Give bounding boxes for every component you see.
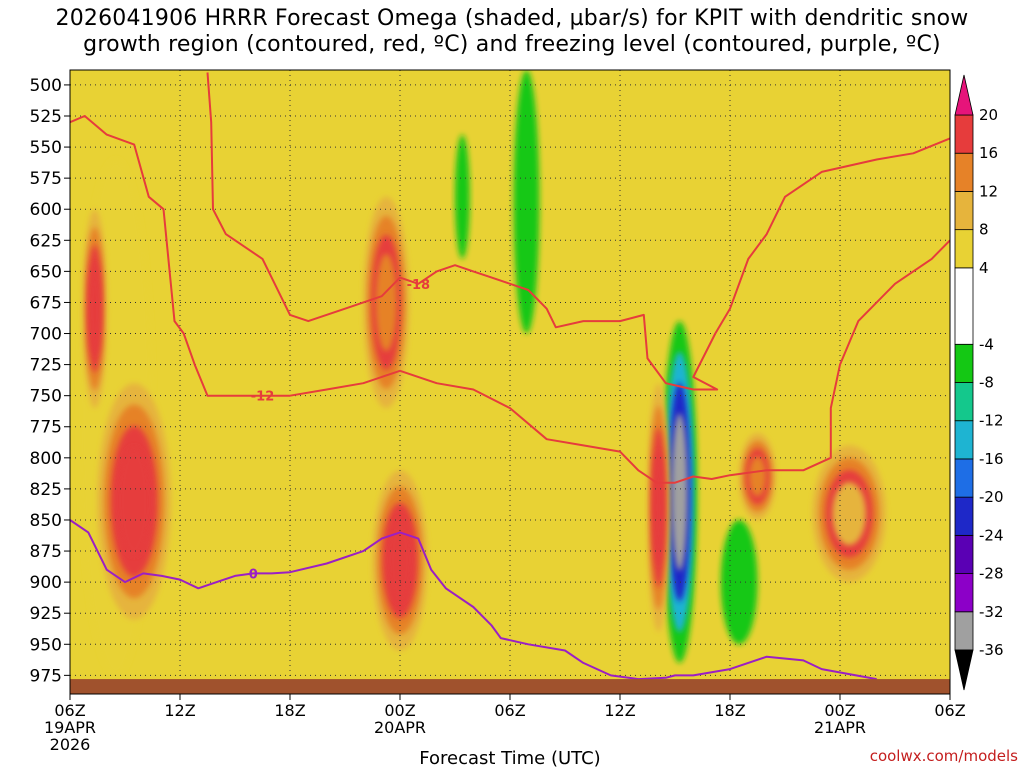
x-tick-label-5-0: 12Z <box>604 701 635 720</box>
colorbar-bin-9 <box>954 229 974 269</box>
contour--18 <box>206 72 950 391</box>
y-tick-label-950: 950 <box>30 635 62 655</box>
colorbar-bin-3 <box>954 496 974 536</box>
colorbar-bin-2 <box>954 534 974 574</box>
colorbar-label--12: -12 <box>979 412 1004 430</box>
y-tick-label-675: 675 <box>30 293 62 313</box>
y-tick-label-600: 600 <box>30 200 62 220</box>
y-tick-label-550: 550 <box>30 138 62 158</box>
x-tick-label-0-0: 06Z <box>54 701 85 720</box>
x-axis-label: Forecast Time (UTC) <box>419 748 600 768</box>
ground-band <box>70 679 950 694</box>
y-tick-label-925: 925 <box>30 604 62 624</box>
y-tick-label-850: 850 <box>30 511 62 531</box>
y-tick-label-625: 625 <box>30 231 62 251</box>
colorbar-bin-6 <box>954 382 974 422</box>
x-tick-label-7-1: 21APR <box>814 718 866 737</box>
x-tick-label-0-2: 2026 <box>50 735 91 754</box>
colorbar-bin-11 <box>954 152 974 192</box>
x-tick-label-3-0: 00Z <box>384 701 415 720</box>
x-tick-label-0-1: 19APR <box>44 718 96 737</box>
colorbar-bin-7 <box>954 343 974 383</box>
y-tick-label-650: 650 <box>30 262 62 282</box>
y-tick-label-825: 825 <box>30 480 62 500</box>
x-tick-label-6-0: 18Z <box>714 701 745 720</box>
contour-layer: -12 -18 0 <box>70 72 950 694</box>
y-tick-label-975: 975 <box>30 666 62 686</box>
y-tick-label-775: 775 <box>30 418 62 438</box>
y-tick-label-750: 750 <box>30 387 62 407</box>
omega-region-1-3 <box>89 262 101 355</box>
contour-label--12: -12 <box>251 390 275 405</box>
colorbar-label--28: -28 <box>979 565 1004 583</box>
colorbar-label-8: 8 <box>979 221 989 239</box>
x-tick-label-7-0: 00Z <box>824 701 855 720</box>
x-tick-label-3-1: 20APR <box>374 718 426 737</box>
colorbar-label--16: -16 <box>979 450 1004 468</box>
x-tick-label-4-0: 06Z <box>494 701 525 720</box>
omega-region-2-3 <box>117 447 152 556</box>
colorbar-label--8: -8 <box>979 374 994 392</box>
y-tick-label-725: 725 <box>30 356 62 376</box>
omega-region-10-3 <box>749 456 766 497</box>
omega-region-8-3 <box>653 450 664 565</box>
colorbar-label-12: 12 <box>979 182 998 200</box>
contour--12 <box>70 115 950 484</box>
chart-title-line-2: growth region (contoured, red, ºC) and f… <box>83 32 941 57</box>
omega-region-5 <box>513 70 540 334</box>
colorbar-label-4: 4 <box>979 259 989 277</box>
omega-shading-layer <box>79 70 886 676</box>
grid-layer <box>69 70 951 694</box>
y-tick-label-900: 900 <box>30 573 62 593</box>
colorbar-bin-4 <box>954 458 974 498</box>
omega-region-11-3 <box>832 482 867 546</box>
omega-region-7-3 <box>671 413 688 571</box>
colorbar-bin-0 <box>954 611 974 651</box>
colorbar-label--4: -4 <box>979 335 994 353</box>
colorbar-label-16: 16 <box>979 144 998 162</box>
colorbar-label--20: -20 <box>979 488 1004 506</box>
chart-title-line-1: 2026041906 HRRR Forecast Omega (shaded, … <box>55 6 969 31</box>
x-tick-label-8-0: 06Z <box>934 701 965 720</box>
colorbar-bin-1 <box>954 573 974 613</box>
colorbar-bottom-arrow <box>954 649 974 691</box>
y-tick-label-525: 525 <box>30 107 62 127</box>
colorbar-top-arrow <box>954 74 974 116</box>
omega-region-6 <box>455 134 470 259</box>
y-tick-label-500: 500 <box>30 76 62 96</box>
colorbar: 20 16 12 8 4 -4 -8 -12 -16 -20 -24 -28 -32 -36 <box>954 74 1004 691</box>
contour-label-0: 0 <box>249 567 258 582</box>
y-tick-label-875: 875 <box>30 542 62 562</box>
colorbar-label--36: -36 <box>979 641 1004 659</box>
colorbar-bin-10 <box>954 191 974 231</box>
contour-0 <box>70 519 877 681</box>
x-tick-label-1-0: 12Z <box>164 701 195 720</box>
omega-region-9 <box>720 519 758 645</box>
colorbar-bin-8 <box>954 267 974 345</box>
y-axis: 500 525 550 575 600 625 650 675 700 725 750 775 800 8… <box>30 76 70 686</box>
colorbar-bin-5 <box>954 420 974 460</box>
y-tick-label-575: 575 <box>30 169 62 189</box>
colorbar-label-20: 20 <box>979 106 998 124</box>
x-tick-label-2-0: 18Z <box>274 701 305 720</box>
omega-region-3-3 <box>375 253 397 352</box>
y-tick-label-700: 700 <box>30 325 62 345</box>
colorbar-label--24: -24 <box>979 526 1004 544</box>
colorbar-label--32: -32 <box>979 603 1004 621</box>
colorbar-bin-12 <box>954 114 974 154</box>
contour-label--18: -18 <box>407 278 431 293</box>
credit-link[interactable]: coolwx.com/models <box>870 747 1018 765</box>
y-tick-label-800: 800 <box>30 449 62 469</box>
